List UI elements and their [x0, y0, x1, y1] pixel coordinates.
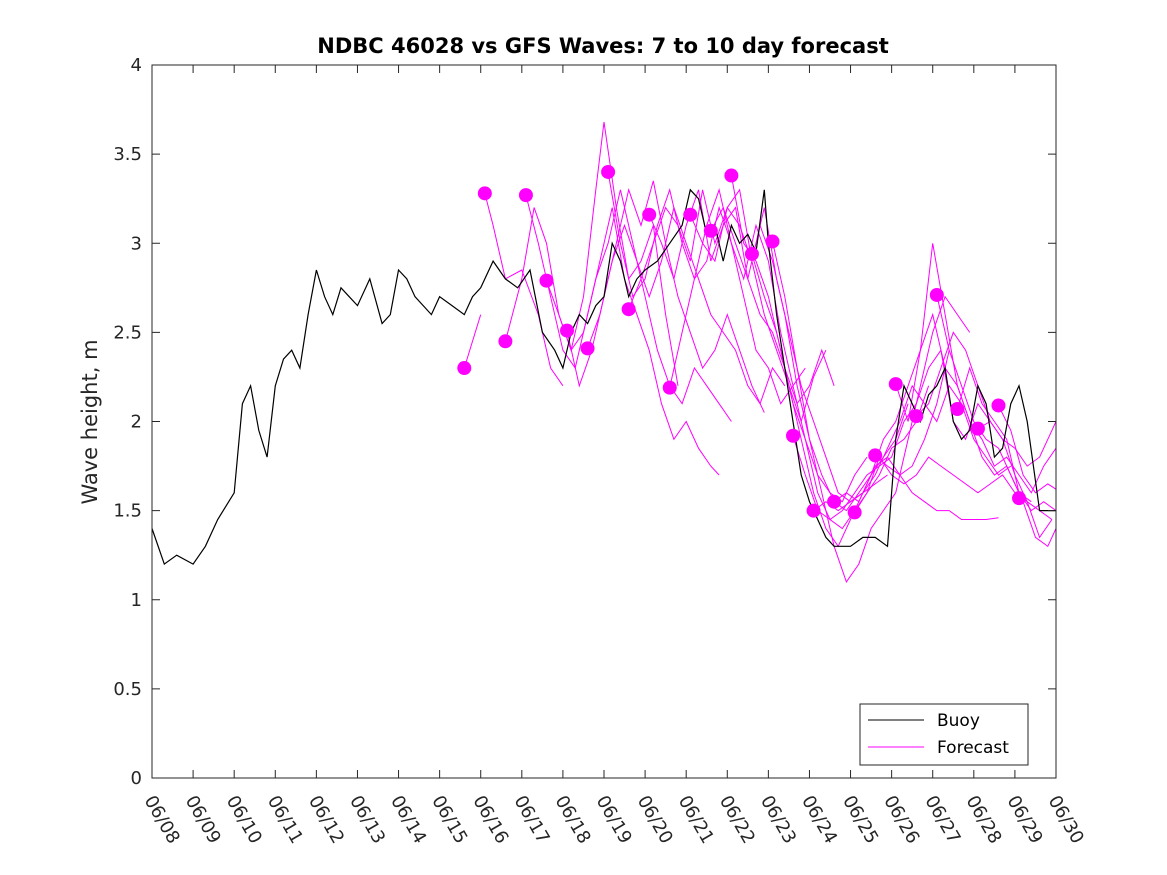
- x-tick-label: 06/26: [879, 792, 923, 847]
- x-tick-label: 06/17: [509, 792, 553, 847]
- forecast-marker: [1012, 491, 1027, 506]
- x-tick-label: 06/08: [140, 792, 184, 847]
- x-tick-label: 06/15: [427, 792, 471, 847]
- x-tick-label: 06/24: [797, 792, 841, 847]
- forecast-line: [833, 312, 1032, 503]
- x-tick-label: 06/20: [633, 792, 677, 847]
- x-tick-label: 06/13: [345, 792, 389, 847]
- x-tick-label: 06/09: [181, 792, 225, 847]
- legend-box: [859, 703, 1029, 766]
- forecast-line: [977, 420, 1057, 467]
- legend-label-buoy: Buoy: [937, 711, 980, 731]
- chart-title: NDBC 46028 vs GFS Waves: 7 to 10 day for…: [317, 34, 888, 58]
- x-tick-label: 06/12: [304, 792, 348, 847]
- y-tick-label: 1.5: [113, 501, 142, 522]
- forecast-marker: [724, 168, 739, 183]
- y-tick-label: 4: [131, 55, 142, 76]
- forecast-marker: [929, 287, 944, 302]
- y-axis-label: Wave height, m: [78, 339, 102, 504]
- x-tick-label: 06/19: [592, 792, 636, 847]
- forecast-marker: [580, 341, 595, 356]
- forecast-line: [607, 171, 806, 405]
- series-layer: [151, 121, 1057, 583]
- y-tick-label: 2: [131, 412, 142, 433]
- x-tick-label: 06/14: [386, 792, 430, 847]
- x-tick-label: 06/30: [1044, 792, 1088, 847]
- y-tick-label: 3: [131, 233, 142, 254]
- y-tick-label: 0.5: [113, 679, 142, 700]
- y-tick-label: 1: [131, 590, 142, 611]
- y-tick-label: 0: [131, 768, 142, 789]
- plot-area: [152, 65, 1056, 778]
- forecast-marker: [621, 302, 636, 317]
- forecast-line: [956, 366, 1057, 512]
- forecast-line: [998, 405, 1057, 494]
- x-tick-label: 06/10: [222, 792, 266, 847]
- forecast-marker: [703, 223, 718, 238]
- forecast-line: [587, 205, 786, 405]
- x-tick-label: 06/22: [715, 792, 759, 847]
- buoy-line: [151, 188, 1056, 566]
- legend: Buoy Forecast: [859, 703, 1029, 766]
- forecast-marker: [786, 428, 801, 443]
- x-tick-label: 06/21: [674, 792, 718, 847]
- forecast-marker: [909, 409, 924, 424]
- forecast-marker: [991, 398, 1006, 413]
- forecast-marker: [477, 186, 492, 201]
- x-tick-label: 06/23: [756, 792, 800, 847]
- forecast-marker: [539, 273, 554, 288]
- forecast-line: [874, 455, 999, 520]
- forecast-marker: [970, 421, 985, 436]
- x-tick-label: 06/16: [468, 792, 512, 847]
- forecast-marker: [765, 234, 780, 249]
- forecast-marker: [683, 207, 698, 222]
- forecast-marker: [457, 361, 472, 376]
- forecast-marker: [642, 207, 657, 222]
- forecast-marker: [560, 323, 575, 338]
- forecast-line: [484, 193, 564, 387]
- forecast-line: [772, 241, 971, 583]
- forecast-marker: [888, 377, 903, 392]
- forecast-line: [463, 314, 482, 369]
- x-tick-label: 06/18: [551, 792, 595, 847]
- y-tick-label: 3.5: [113, 144, 142, 165]
- x-tick-label: 06/25: [838, 792, 882, 847]
- forecast-marker: [868, 448, 883, 463]
- forecast-line: [648, 189, 835, 405]
- forecast-marker: [950, 402, 965, 417]
- forecast-line: [504, 121, 679, 386]
- x-tick-label: 06/29: [1003, 792, 1047, 847]
- forecast-marker: [662, 380, 677, 395]
- x-tick-label: 06/11: [263, 792, 307, 847]
- forecast-marker: [827, 494, 842, 509]
- forecast-marker: [498, 334, 513, 349]
- forecast-marker: [601, 164, 616, 179]
- forecast-marker: [744, 246, 759, 261]
- forecast-line: [792, 348, 991, 521]
- x-tick-label: 06/28: [961, 792, 1005, 847]
- y-tick-label: 2.5: [113, 322, 142, 343]
- forecast-marker: [518, 188, 533, 203]
- forecast-marker: [847, 505, 862, 520]
- forecast-marker: [806, 503, 821, 518]
- forecast-line: [546, 189, 732, 422]
- forecast-line: [936, 294, 1057, 548]
- legend-label-forecast: Forecast: [937, 738, 1009, 758]
- x-tick-label: 06/27: [920, 792, 964, 847]
